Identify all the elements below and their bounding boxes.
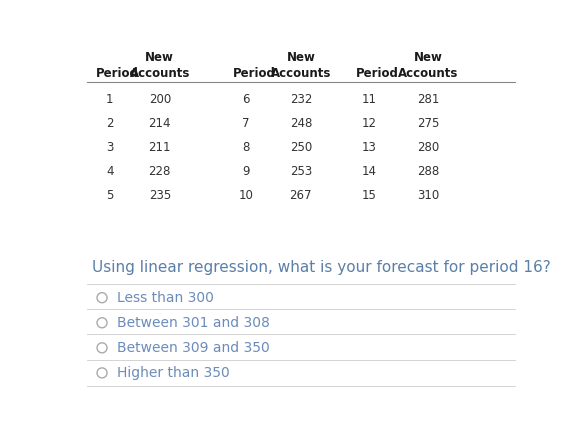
Text: 13: 13: [362, 141, 376, 154]
Text: 6: 6: [242, 93, 250, 106]
Text: 2: 2: [106, 117, 113, 130]
Text: Period: Period: [232, 67, 275, 80]
Text: 288: 288: [417, 165, 439, 178]
Text: 253: 253: [290, 165, 312, 178]
Text: 248: 248: [289, 117, 312, 130]
Text: New
Accounts: New Accounts: [271, 52, 331, 80]
Text: 235: 235: [149, 189, 171, 202]
Text: Period: Period: [356, 67, 399, 80]
Text: 14: 14: [362, 165, 377, 178]
Text: 267: 267: [289, 189, 312, 202]
Text: 7: 7: [242, 117, 250, 130]
Text: Between 301 and 308: Between 301 and 308: [117, 316, 269, 330]
Text: New
Accounts: New Accounts: [130, 52, 190, 80]
Text: 310: 310: [417, 189, 439, 202]
Text: 8: 8: [242, 141, 250, 154]
Text: 12: 12: [362, 117, 377, 130]
Text: Higher than 350: Higher than 350: [117, 366, 230, 380]
Text: 3: 3: [106, 141, 113, 154]
Text: 214: 214: [149, 117, 171, 130]
Text: Using linear regression, what is your forecast for period 16?: Using linear regression, what is your fo…: [92, 260, 551, 275]
Text: 9: 9: [242, 165, 250, 178]
Text: 4: 4: [106, 165, 113, 178]
Text: 275: 275: [417, 117, 440, 130]
Text: 10: 10: [239, 189, 254, 202]
Text: Less than 300: Less than 300: [117, 291, 214, 305]
Text: 15: 15: [362, 189, 376, 202]
Text: Period: Period: [96, 67, 139, 80]
Text: 11: 11: [362, 93, 377, 106]
Text: 250: 250: [290, 141, 312, 154]
Text: Between 309 and 350: Between 309 and 350: [117, 341, 269, 355]
Text: 5: 5: [106, 189, 113, 202]
Text: 211: 211: [149, 141, 171, 154]
Text: 232: 232: [289, 93, 312, 106]
Text: New
Accounts: New Accounts: [398, 52, 458, 80]
Text: 280: 280: [417, 141, 439, 154]
Text: 281: 281: [417, 93, 440, 106]
Text: 228: 228: [149, 165, 171, 178]
Text: 1: 1: [106, 93, 113, 106]
Text: 200: 200: [149, 93, 171, 106]
